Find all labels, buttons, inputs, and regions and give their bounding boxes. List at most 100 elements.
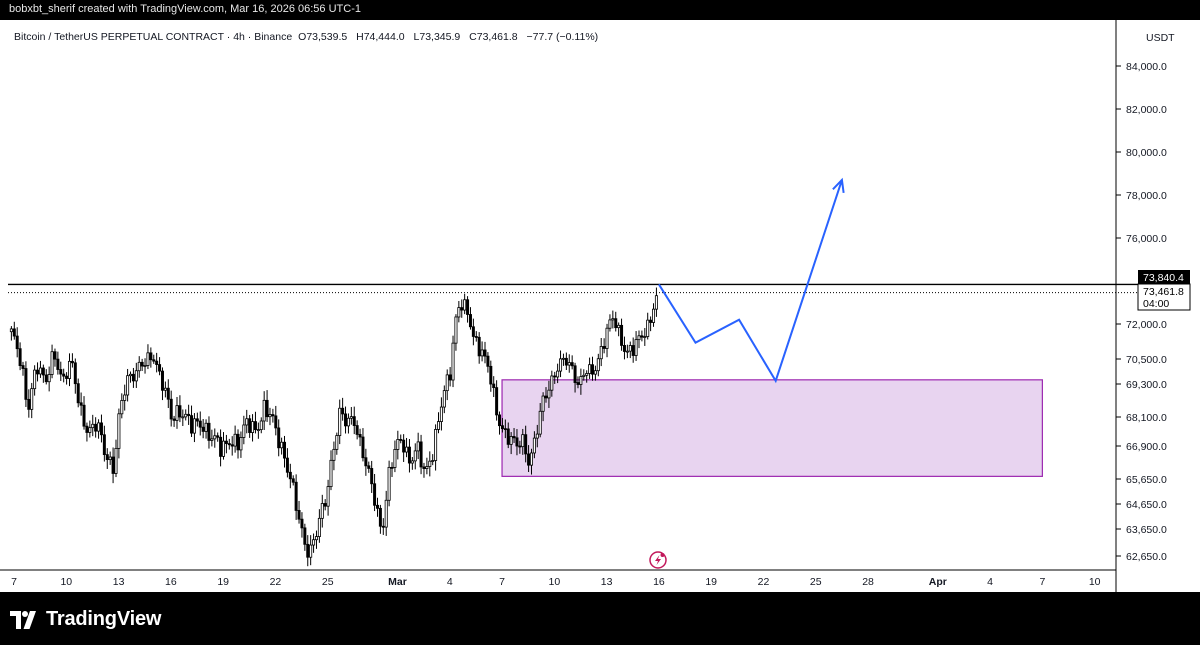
candle-body <box>207 422 211 441</box>
candle-body <box>422 466 426 470</box>
demand-zone-box[interactable] <box>501 379 1043 477</box>
candle-body <box>36 369 40 375</box>
x-tick-label: 10 <box>1089 576 1101 588</box>
candle-body <box>280 441 284 449</box>
candle-body <box>622 345 626 352</box>
candle-body <box>439 406 443 422</box>
candle-body <box>271 414 275 417</box>
x-tick-label: 7 <box>1039 576 1045 588</box>
candle-body <box>140 361 144 367</box>
candle-body <box>617 324 621 329</box>
candle-body <box>489 365 493 385</box>
candle-body <box>190 415 194 434</box>
y-tick-label: 64,650.0 <box>1126 499 1167 511</box>
candle-body <box>559 358 563 372</box>
candle-body <box>468 314 472 328</box>
candle-body <box>460 307 464 311</box>
candle-body <box>370 468 374 485</box>
candle-body <box>553 375 557 378</box>
candle-body <box>399 439 403 441</box>
x-tick-label: 13 <box>113 576 125 588</box>
candle-body <box>178 405 182 418</box>
price-chart[interactable]: Bitcoin / TetherUS PERPETUAL CONTRACT · … <box>0 20 1200 592</box>
candle-body <box>605 327 609 349</box>
candle-body <box>309 544 313 558</box>
candle-body <box>367 465 371 469</box>
candle-body <box>646 319 650 337</box>
candle-body <box>631 345 635 356</box>
candle-body <box>620 324 624 346</box>
candle-body <box>65 375 69 379</box>
x-tick-label: 22 <box>758 576 770 588</box>
candle-body <box>532 437 536 454</box>
last-price-tag <box>1137 283 1191 311</box>
candle-body <box>506 428 510 445</box>
candle-body <box>529 452 533 466</box>
chart-panel[interactable]: Bitcoin / TetherUS PERPETUAL CONTRACT · … <box>0 20 1200 592</box>
candle-body <box>625 350 629 353</box>
candle-body <box>419 441 423 468</box>
candle-body <box>230 444 234 447</box>
candle-body <box>503 428 507 431</box>
candle-body <box>480 349 484 357</box>
candle-body <box>561 357 565 360</box>
candle-body <box>599 346 603 360</box>
bar-countdown-label: 04:00 <box>1143 298 1169 310</box>
candle-body <box>349 416 353 419</box>
last-price-label: 73,461.8 <box>1143 286 1184 298</box>
candle-body <box>628 345 632 352</box>
candle-body <box>326 486 330 507</box>
candle-body <box>236 433 240 451</box>
candle-body <box>576 382 580 385</box>
candle-body <box>195 418 199 422</box>
brand-name: TradingView <box>46 608 162 630</box>
candle-body <box>47 374 51 383</box>
candle-body <box>82 404 86 427</box>
candle-body <box>300 518 304 529</box>
candle-body <box>547 389 551 399</box>
candle-body <box>515 437 519 447</box>
candle-body <box>44 374 48 383</box>
candle-body <box>588 364 592 374</box>
x-tick-label: 16 <box>653 576 665 588</box>
candle-body <box>38 367 42 375</box>
candle-body <box>614 318 618 329</box>
candle-body <box>538 410 542 435</box>
candle-body <box>582 374 586 377</box>
candle-body <box>120 400 124 415</box>
candle-body <box>59 369 63 375</box>
y-tick-label: 78,000.0 <box>1126 190 1167 202</box>
candle-body <box>579 376 583 385</box>
candle-body <box>210 438 214 441</box>
projection-path[interactable] <box>658 179 843 384</box>
candle-body <box>259 420 263 431</box>
x-tick-label: 13 <box>601 576 613 588</box>
candle-body <box>570 362 574 367</box>
lightning-icon[interactable] <box>649 551 667 569</box>
candle-body <box>527 453 531 466</box>
candle-body <box>518 445 522 448</box>
x-tick-label: 16 <box>165 576 177 588</box>
candle-body <box>640 335 644 338</box>
currency-label[interactable]: USDT <box>1146 32 1175 44</box>
y-tick-label: 84,000.0 <box>1126 61 1167 73</box>
candle-body <box>512 436 516 439</box>
candle-body <box>585 373 589 376</box>
candle-body <box>149 352 153 361</box>
candle-body <box>405 446 409 453</box>
projection-arrowhead <box>832 177 845 193</box>
candle-body <box>137 361 141 372</box>
candle-body <box>410 460 414 464</box>
y-tick-label: 65,650.0 <box>1126 474 1167 486</box>
candle-body <box>390 466 394 469</box>
candle-body <box>111 456 115 474</box>
candle-body <box>62 373 66 377</box>
candle-body <box>97 422 101 432</box>
candle-body <box>251 421 255 433</box>
candle-body <box>108 456 112 461</box>
candle-body <box>242 424 246 438</box>
y-tick-label: 69,300.0 <box>1126 379 1167 391</box>
y-tick-label: 68,100.0 <box>1126 412 1167 424</box>
candle-body <box>486 355 490 367</box>
candle-body <box>593 370 597 375</box>
